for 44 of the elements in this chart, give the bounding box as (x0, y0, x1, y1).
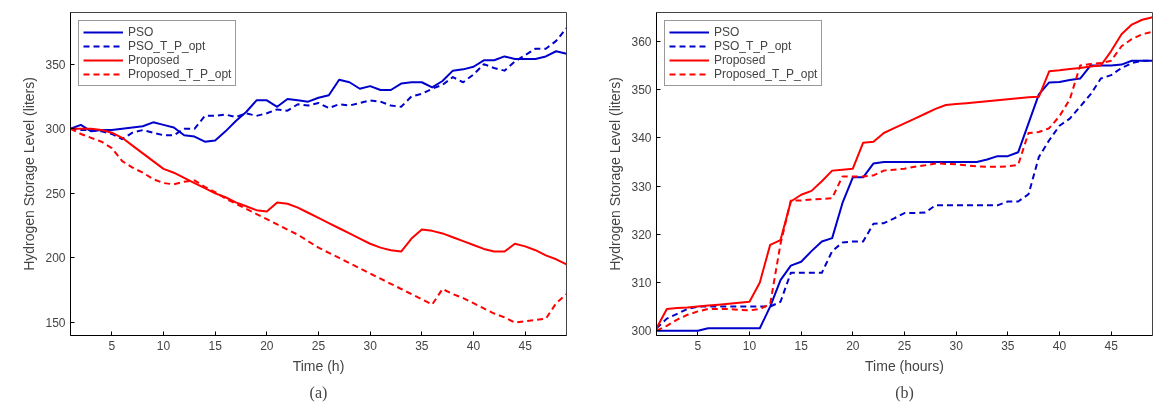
x-tick-label: 40 (1052, 338, 1067, 353)
x-tick-label: 15 (208, 338, 223, 353)
y-tick-label: 330 (631, 179, 652, 194)
y-axis-title: Hydrogen Storage Level (liters) (607, 77, 624, 271)
x-tick-label: 15 (794, 338, 809, 353)
legend-label: Proposed (714, 53, 766, 67)
x-tick-label: 20 (846, 338, 860, 353)
x-tick-label: 35 (415, 338, 429, 353)
legend-label: Proposed_T_P_opt (128, 67, 232, 81)
x-tick-label: 5 (694, 338, 702, 353)
x-tick-label: 30 (949, 338, 964, 353)
x-tick-label: 10 (156, 338, 171, 353)
x-axis-title: Time (hours) (865, 357, 944, 374)
y-tick-label: 300 (45, 122, 66, 137)
x-tick-label: 25 (311, 338, 326, 353)
x-tick-label: 10 (742, 338, 757, 353)
y-tick-label: 300 (631, 324, 652, 339)
y-axis-title: Hydrogen Storage Level (liters) (21, 77, 38, 271)
x-tick-label: 30 (363, 338, 378, 353)
x-tick-label: 45 (518, 338, 533, 353)
y-tick-label: 250 (45, 186, 66, 201)
text: (a) (309, 383, 328, 402)
y-tick-label: 150 (45, 316, 66, 331)
y-tick-label: 310 (631, 275, 652, 290)
legend-label: Proposed_T_P_opt (714, 67, 818, 81)
legend-label: Proposed (128, 53, 180, 67)
x-tick-label: 25 (897, 338, 912, 353)
text: (b) (895, 383, 914, 402)
legend-label: PSO_T_P_opt (128, 39, 206, 53)
legend-label: PSO (714, 25, 740, 39)
legend-label: PSO_T_P_opt (714, 39, 792, 53)
x-tick-label: 35 (1001, 338, 1015, 353)
y-tick-label: 340 (631, 131, 652, 146)
y-tick-label: 350 (631, 83, 652, 98)
y-tick-label: 200 (45, 251, 66, 266)
x-tick-label: 5 (108, 338, 116, 353)
x-axis-title: Time (h) (292, 357, 345, 374)
x-tick-label: 45 (1104, 338, 1119, 353)
y-tick-label: 360 (631, 34, 652, 49)
y-tick-label: 320 (631, 227, 652, 242)
x-tick-label: 20 (260, 338, 274, 353)
x-tick-label: 40 (466, 338, 481, 353)
y-tick-label: 350 (45, 57, 66, 72)
legend-label: PSO (128, 25, 154, 39)
